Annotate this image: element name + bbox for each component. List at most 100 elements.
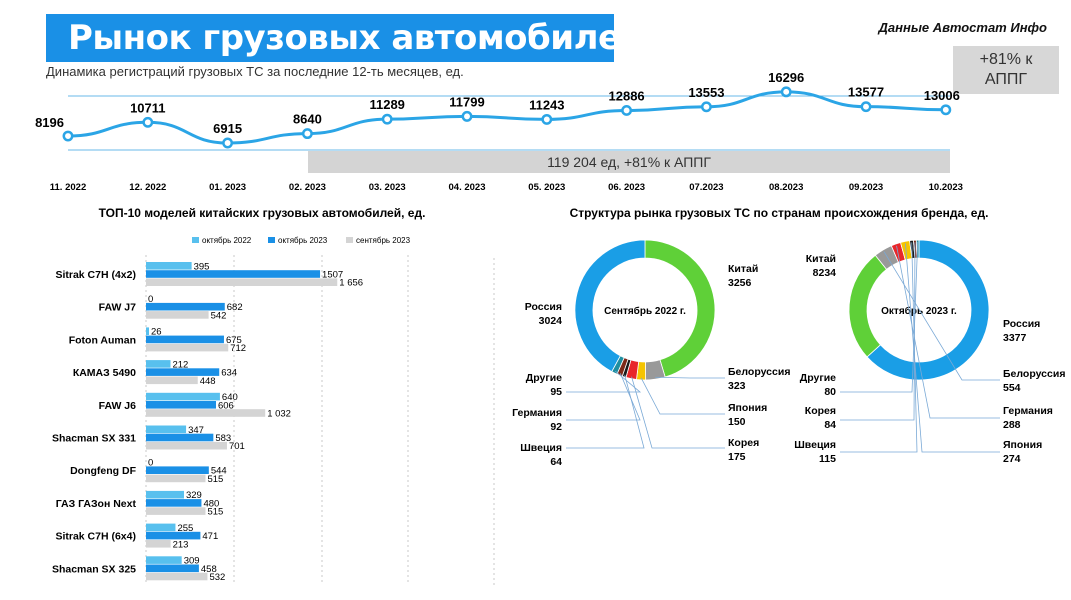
line-point	[461, 110, 473, 122]
donut-slice-value: 3024	[539, 315, 563, 327]
donut-slice-value: 3256	[728, 277, 752, 289]
line-point	[621, 104, 633, 116]
bar-value-label: 583	[215, 433, 231, 444]
donut-leader-line	[566, 374, 645, 449]
bar	[146, 262, 192, 270]
donut-leader-line	[640, 377, 725, 415]
bar	[146, 311, 209, 319]
donut-slice-value: 554	[1003, 382, 1021, 394]
donut-title: Структура рынка грузовых ТС по странам п…	[570, 206, 989, 220]
donut-center-label: Октябрь 2023 г.	[881, 305, 957, 317]
bar-category-label: ГАЗ ГАЗон Next	[56, 498, 137, 510]
bar-value-label: 26	[151, 327, 162, 338]
bar-value-label: 606	[218, 400, 234, 411]
legend-label: сентябрь 2023	[356, 236, 411, 245]
line-point	[780, 86, 792, 98]
bar	[146, 278, 338, 286]
line-value-label: 13553	[688, 85, 724, 100]
donut-slice-value: 64	[550, 456, 562, 468]
line-point	[222, 137, 234, 149]
donut-slice-value: 95	[550, 386, 562, 398]
bar	[146, 540, 171, 548]
bar-category-label: Shacman SX 331	[52, 433, 136, 445]
bar-value-label: 255	[177, 523, 193, 534]
line-value-label: 13006	[924, 88, 960, 103]
line-chart: 119 204 ед, +81% к АППГ 8196 11. 2022 10711…	[35, 70, 963, 193]
bar-value-label: 212	[172, 359, 188, 370]
donut-slice-name: Япония	[728, 402, 767, 414]
bar	[146, 572, 208, 581]
bar-value-label: 701	[229, 441, 245, 452]
yoy-badge: +81% к АППГ	[953, 46, 1059, 94]
line-value-label: 11289	[369, 97, 404, 112]
line-value-label: 13577	[848, 85, 884, 100]
donut-slice-value: 3377	[1003, 332, 1027, 344]
bar	[146, 523, 176, 532]
data-source: Данные Автостат Инфо	[878, 20, 1048, 35]
line-x-tick-label: 04. 2023	[449, 182, 486, 193]
bar	[146, 368, 220, 376]
bar-value-label: 1 656	[339, 278, 363, 289]
legend-label: октябрь 2023	[278, 236, 328, 245]
line-value-label: 16296	[768, 70, 804, 85]
line-value-label: 11799	[449, 94, 484, 109]
bar-value-label: 544	[211, 466, 227, 477]
donut-leader-line	[883, 251, 1000, 381]
donut-slice-name: Япония	[1003, 439, 1042, 451]
line-value-label: 10711	[130, 100, 165, 115]
line-chart-subtitle: Динамика регистраций грузовых ТС за посл…	[46, 64, 464, 79]
line-point	[860, 101, 872, 113]
bar-category-label: КАМАЗ 5490	[73, 367, 136, 379]
donut-slice-value: 8234	[813, 267, 837, 279]
legend-swatch	[192, 237, 199, 243]
bar	[146, 425, 187, 434]
line-x-tick-label: 05. 2023	[528, 182, 565, 193]
bar	[146, 335, 224, 344]
donut-slice-name: Другие	[526, 372, 562, 384]
legend-swatch	[268, 237, 275, 243]
bar	[146, 556, 182, 564]
bar-value-label: 347	[188, 425, 204, 436]
bar-value-label: 0	[148, 458, 153, 469]
line-point	[62, 130, 74, 142]
line-x-tick-label: 10.2023	[929, 182, 963, 193]
donut-slice-name: Швеция	[520, 442, 562, 454]
bar	[146, 466, 209, 474]
bar-category-label: Sitrak C7H (4x2)	[55, 269, 136, 281]
bar	[146, 409, 266, 417]
bar-category-label: FAW J7	[99, 302, 137, 314]
donut-slice-value: 80	[824, 386, 836, 398]
donut-slice-name: Белоруссия	[1003, 368, 1065, 380]
line-point	[381, 113, 393, 125]
bar-value-label: 213	[173, 539, 189, 550]
bar	[146, 392, 220, 401]
bar-value-label: 309	[184, 556, 200, 567]
donut-center-label: Сентябрь 2022 г.	[604, 305, 686, 317]
line-value-label: 6915	[213, 121, 242, 136]
donut-slice-value: 92	[550, 421, 562, 433]
line-x-tick-label: 07.2023	[689, 182, 723, 193]
line-point	[700, 101, 712, 113]
yoy-badge-line1: +81% к	[979, 51, 1033, 68]
donut-slice-name: Китай	[806, 253, 836, 265]
donut-slice-name: Россия	[1003, 318, 1040, 330]
bar-value-label: 1 032	[267, 409, 291, 420]
bar-value-label: 448	[200, 376, 216, 387]
bar	[146, 490, 184, 499]
legend-label: октябрь 2022	[202, 236, 252, 245]
line-series	[67, 90, 946, 145]
donut-slice	[574, 239, 646, 373]
line-x-tick-label: 08.2023	[769, 182, 803, 193]
donut-slice-name: Корея	[805, 405, 836, 417]
donut-slice-value: 115	[819, 453, 836, 465]
page-title: Рынок грузовых автомобилей	[68, 18, 644, 58]
bar	[146, 499, 202, 507]
line-x-tick-label: 09.2023	[849, 182, 883, 193]
bar-value-label: 515	[207, 474, 223, 485]
line-value-label: 8196	[35, 115, 64, 130]
donut-slice-name: Германия	[512, 407, 562, 419]
donut-leader-line	[566, 373, 641, 421]
bar-category-label: Shacman SX 325	[52, 563, 136, 575]
bar-value-label: 0	[148, 294, 153, 305]
